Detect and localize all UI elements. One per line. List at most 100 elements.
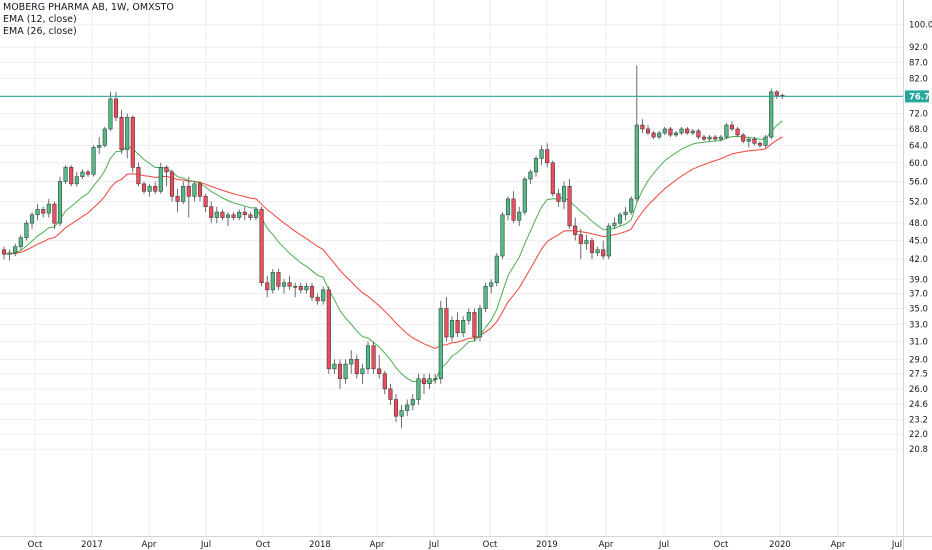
candle-body [769, 91, 774, 138]
candle-body [242, 211, 247, 216]
candle-down [472, 308, 477, 342]
candle-body [494, 255, 499, 284]
candle-up [494, 252, 499, 287]
candle-body [657, 132, 662, 138]
candle-up [125, 113, 130, 159]
candle-body [668, 128, 673, 136]
candle-down [259, 206, 264, 287]
candle-down [197, 181, 203, 202]
time-axis[interactable]: Oct 2017 Apr Jul Oct 2018 Apr Jul Oct 2019 Apr Jul O… [28, 540, 902, 550]
candle-down [203, 193, 208, 213]
candle-body [57, 181, 63, 224]
candle-body [741, 134, 746, 142]
candle-up [214, 206, 219, 224]
candle-body [595, 249, 600, 254]
candle-down [242, 206, 247, 221]
candle-body [1, 249, 7, 255]
candle-down [651, 130, 656, 140]
x-tick-label: Jul [428, 540, 439, 550]
candle-up [449, 316, 455, 342]
candle-body [85, 171, 91, 175]
candle-down [455, 312, 460, 338]
candle-down [545, 143, 550, 168]
candle-up [74, 171, 79, 187]
x-tick-label: 2020 [769, 540, 791, 550]
candle-down [645, 125, 651, 135]
candle-down [713, 134, 718, 142]
candle-body [763, 136, 768, 146]
candle-down [640, 119, 645, 133]
candle-body [617, 214, 623, 224]
candle-body [438, 308, 443, 379]
candle-body [248, 214, 253, 218]
y-tick-label: 72.0 [909, 110, 928, 120]
candle-body [158, 167, 163, 192]
candle-body [136, 167, 141, 185]
candle-up [192, 181, 197, 202]
candle-up [97, 137, 102, 154]
candle-body [13, 246, 18, 254]
y-tick-label: 35.0 [909, 305, 928, 315]
candle-body [147, 186, 152, 192]
candle-up [517, 206, 522, 226]
candle-body [371, 345, 376, 370]
candle-down [377, 354, 382, 379]
candle-up [718, 134, 723, 142]
candle-body [528, 171, 533, 180]
candle-body [276, 272, 281, 287]
candle-up [108, 91, 113, 131]
candle-body [472, 312, 477, 338]
candle-up [181, 181, 186, 205]
candle-down [248, 212, 253, 221]
candle-body [489, 282, 494, 287]
last-price-tag: 76.7 [905, 90, 930, 103]
candle-down [550, 160, 555, 197]
candle-up [293, 282, 298, 298]
candle-up [606, 223, 611, 260]
x-tick-label: Jul [200, 540, 211, 550]
candle-body [511, 198, 516, 221]
candle-up [489, 279, 494, 294]
x-tick-label: Apr [831, 540, 846, 550]
candle-body [192, 183, 197, 197]
candle-body [606, 225, 611, 257]
candle-down [741, 132, 746, 144]
candle-up [427, 373, 432, 389]
y-tick-label: 82.0 [909, 74, 928, 84]
candle-body [74, 176, 79, 185]
candle-down [287, 275, 292, 290]
candle-body [483, 286, 488, 309]
candle-down [130, 115, 135, 172]
candle-body [433, 378, 438, 380]
candle-up [522, 176, 527, 215]
candle-body [634, 124, 639, 200]
x-tick-label: Oct [483, 540, 498, 550]
y-tick-label: 68.0 [909, 125, 928, 135]
candle-down [701, 134, 707, 142]
candle-body [673, 132, 679, 136]
candle-body [365, 345, 371, 370]
candle-up [18, 234, 23, 250]
y-tick-label: 26.0 [909, 385, 928, 395]
candle-down [169, 169, 175, 202]
candle-down [735, 126, 740, 138]
candle-body [113, 98, 119, 118]
x-tick-label: 2017 [81, 540, 103, 550]
candle-up [270, 269, 275, 294]
candle-body [578, 234, 583, 244]
candle-up [29, 212, 35, 229]
ema-12-layer [3, 120, 783, 383]
y-tick-label: 39.0 [909, 275, 928, 285]
candle-body [169, 171, 175, 197]
candle-body [690, 130, 695, 134]
candle-body [685, 128, 690, 134]
candle-down [265, 275, 270, 298]
candle-up [13, 243, 18, 257]
y-tick-label: 22.0 [909, 430, 928, 440]
candle-body [377, 368, 382, 374]
y-tick-label: 52.0 [909, 197, 928, 207]
candle-down [511, 191, 516, 224]
candle-down [119, 109, 124, 154]
candle-down [578, 228, 583, 260]
